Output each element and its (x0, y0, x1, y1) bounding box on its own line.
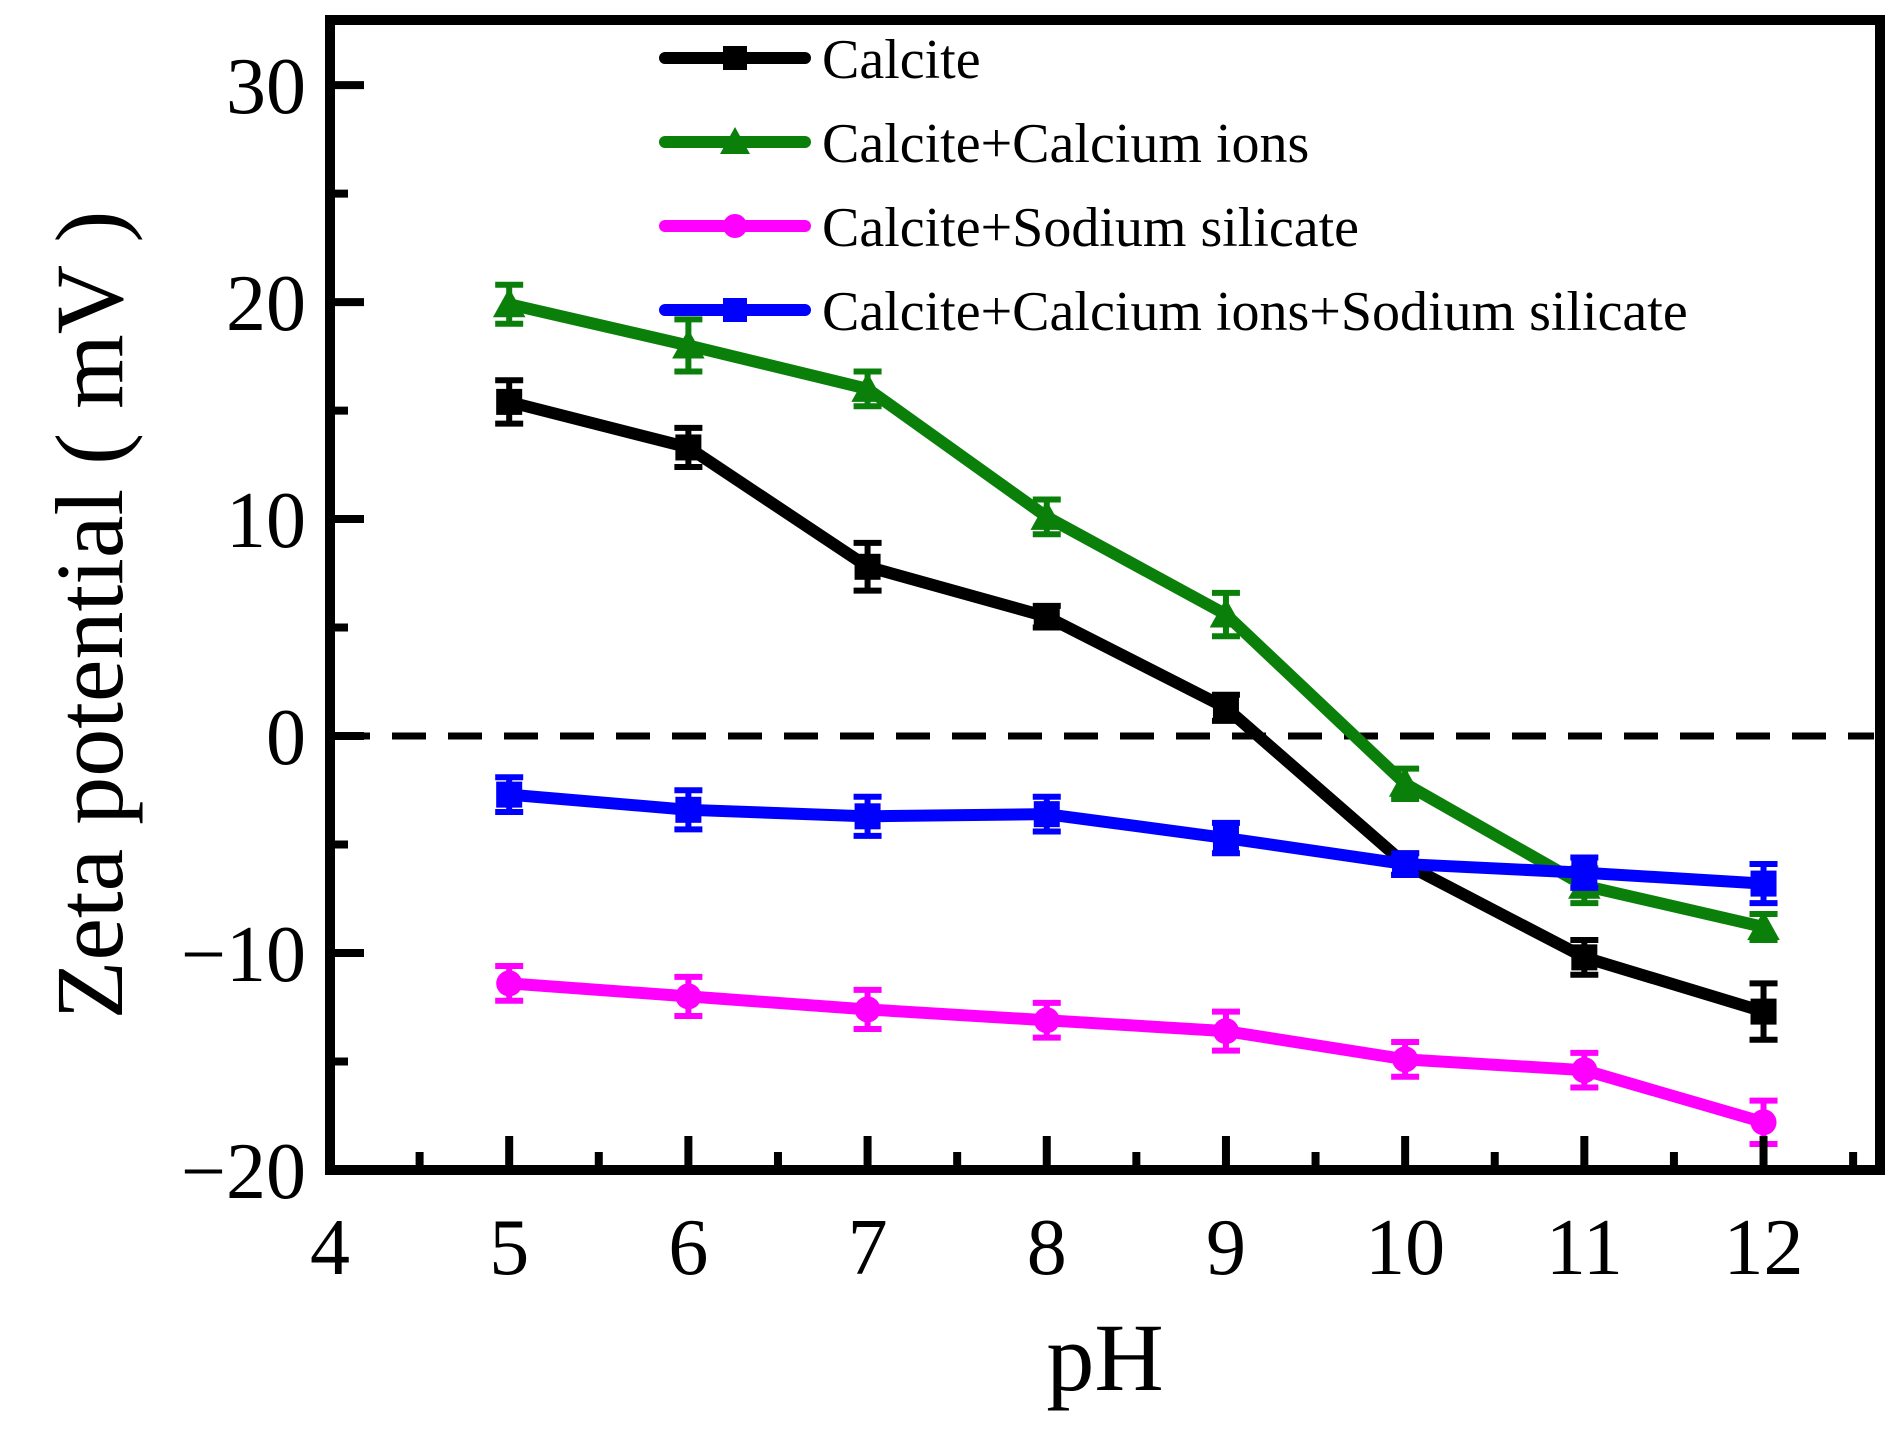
data-point (1750, 998, 1777, 1025)
data-point (496, 970, 523, 997)
data-point (1033, 1007, 1060, 1034)
data-point (1388, 767, 1422, 797)
legend-entry-2: Calcite+Sodium silicate (659, 197, 1359, 259)
y-tick-label: 0 (266, 694, 306, 782)
legend-label: Calcite+Calcium ions (822, 113, 1309, 175)
data-point (1747, 910, 1780, 940)
series-line (503, 977, 1770, 1129)
data-point (1033, 801, 1060, 828)
legend-marker (723, 46, 747, 70)
data-point (1212, 1018, 1239, 1045)
x-tick-label: 5 (489, 1204, 529, 1292)
series-2 (495, 963, 1778, 1147)
series-line (503, 298, 1770, 933)
series-line (503, 788, 1770, 890)
data-point (496, 781, 523, 808)
y-axis-title: Zeta potential ( mV ) (36, 211, 143, 1020)
legend-label: Calcite (822, 29, 981, 91)
series-0 (495, 377, 1778, 1043)
x-tick-label: 10 (1365, 1204, 1445, 1292)
y-tick-label: −10 (181, 911, 306, 999)
data-point (1212, 694, 1239, 721)
data-point (496, 388, 523, 415)
legend-marker (720, 127, 750, 154)
y-tick-label: 20 (226, 260, 306, 348)
data-point (1571, 859, 1598, 886)
data-point (1209, 598, 1243, 628)
data-point (675, 983, 702, 1010)
legend-label: Calcite+Sodium silicate (822, 197, 1359, 259)
data-point (492, 287, 526, 318)
x-tick-label: 9 (1206, 1204, 1246, 1292)
y-tick-label: 30 (226, 43, 306, 131)
data-point (1033, 603, 1060, 630)
legend-entry-1: Calcite+Calcium ions (659, 113, 1309, 175)
data-point (854, 803, 881, 830)
data-point (851, 372, 884, 402)
data-point (854, 553, 881, 580)
data-point (1750, 870, 1777, 897)
plot-frame (325, 15, 1885, 1175)
data-point (1212, 825, 1239, 852)
legend-entry-3: Calcite+Calcium ions+Sodium silicate (659, 281, 1688, 343)
series-1 (492, 281, 1780, 943)
data-point (675, 434, 702, 461)
x-tick-label: 11 (1546, 1204, 1623, 1292)
x-tick-label: 12 (1724, 1204, 1804, 1292)
data-point (854, 996, 881, 1023)
data-point (1571, 1057, 1598, 1084)
series-line (503, 395, 1770, 1018)
data-point (1030, 500, 1064, 530)
x-tick-label: 7 (848, 1204, 888, 1292)
x-tick-label: 6 (668, 1204, 708, 1292)
data-point (1392, 851, 1419, 878)
x-tick-label: 4 (310, 1204, 350, 1292)
y-tick-label: −20 (181, 1128, 306, 1216)
x-axis-title: pH (1046, 1304, 1163, 1411)
legend-marker (723, 298, 747, 322)
data-point (675, 796, 702, 823)
legend-marker (723, 214, 747, 238)
legend-entry-0: Calcite (659, 29, 981, 91)
data-point (1571, 944, 1598, 971)
x-tick-label: 8 (1027, 1204, 1067, 1292)
legend-label: Calcite+Calcium ions+Sodium silicate (822, 281, 1688, 343)
data-point (672, 329, 705, 359)
y-tick-label: 10 (226, 477, 306, 565)
series-3 (495, 774, 1778, 907)
data-point (1392, 1046, 1419, 1073)
data-point (1750, 1109, 1777, 1136)
